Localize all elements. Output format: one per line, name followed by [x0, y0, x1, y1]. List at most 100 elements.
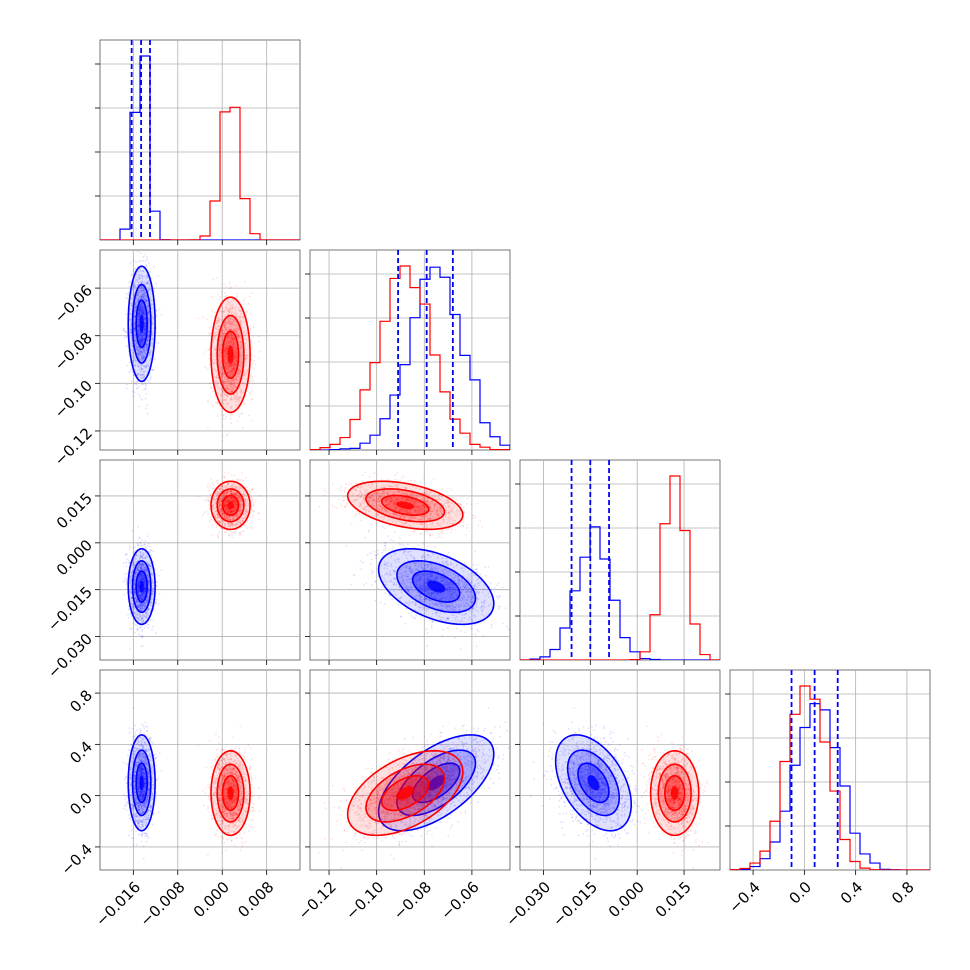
- sample-point: [136, 293, 139, 296]
- sample-point: [230, 308, 233, 310]
- sample-point: [144, 253, 147, 256]
- sample-point: [144, 260, 147, 263]
- sample-point: [142, 314, 145, 316]
- sample-point: [228, 320, 231, 323]
- sample-point: [147, 277, 150, 279]
- sample-point: [152, 323, 154, 325]
- sample-point: [229, 322, 232, 325]
- sample-point: [138, 354, 141, 357]
- sample-point: [134, 357, 137, 360]
- panel-frames: [99, 39, 931, 871]
- sample-point: [235, 352, 238, 355]
- sample-point: [146, 339, 149, 342]
- sample-point: [143, 355, 146, 358]
- sample-point: [212, 339, 215, 341]
- sample-point: [197, 317, 200, 320]
- sample-point: [141, 302, 144, 304]
- sample-point: [251, 375, 254, 378]
- sample-point: [233, 344, 236, 346]
- sample-point: [248, 391, 251, 394]
- sample-point: [125, 364, 128, 367]
- sample-point: [148, 321, 151, 324]
- sample-point: [139, 306, 141, 309]
- sample-point: [228, 335, 231, 338]
- sample-point: [151, 368, 154, 371]
- sample-point: [149, 285, 151, 287]
- sample-point: [140, 368, 143, 371]
- sample-point: [230, 474, 233, 477]
- sample-point: [232, 346, 235, 349]
- sample-point: [226, 388, 228, 390]
- sample-point: [233, 348, 236, 350]
- sample-point: [142, 356, 145, 359]
- sample-point: [250, 359, 253, 361]
- sample-point: [234, 364, 237, 366]
- sample-point: [229, 322, 231, 325]
- sample-point: [223, 321, 226, 324]
- sample-point: [133, 364, 136, 367]
- sample-point: [231, 388, 234, 391]
- sample-point: [226, 389, 228, 392]
- sample-point: [143, 291, 146, 294]
- sample-point: [238, 317, 240, 320]
- sample-point: [214, 376, 217, 379]
- sample-point: [231, 306, 234, 309]
- sample-point: [214, 349, 217, 351]
- sample-point: [139, 334, 142, 336]
- sample-point: [140, 306, 143, 309]
- sample-point: [157, 574, 160, 577]
- sample-point: [233, 356, 236, 359]
- sample-point: [240, 323, 242, 326]
- sample-point: [141, 277, 144, 280]
- sample-point: [141, 351, 144, 353]
- sample-point: [140, 285, 142, 288]
- sample-point: [224, 366, 227, 369]
- sample-point: [154, 568, 157, 571]
- sample-point: [140, 302, 143, 304]
- sample-point: [247, 355, 250, 357]
- sample-point: [236, 295, 238, 298]
- sample-point: [144, 380, 147, 383]
- sample-point: [230, 422, 233, 425]
- sample-point: [139, 396, 142, 398]
- sample-point: [219, 405, 221, 408]
- sample-point: [134, 311, 137, 314]
- sample-point: [235, 393, 238, 395]
- sample-point: [139, 310, 142, 312]
- sample-point: [144, 326, 146, 329]
- sample-point: [252, 326, 255, 329]
- sample-point: [130, 330, 133, 333]
- sample-point: [228, 343, 231, 346]
- sample-point: [147, 335, 150, 338]
- sample-point: [227, 322, 230, 324]
- sample-point: [232, 361, 235, 364]
- sample-point: [147, 317, 150, 320]
- sample-point: [139, 340, 142, 343]
- sample-point: [148, 289, 150, 291]
- sample-point: [142, 338, 145, 340]
- sample-point: [221, 334, 224, 337]
- sample-point: [137, 333, 140, 336]
- sample-point: [142, 337, 145, 340]
- sample-point: [234, 363, 236, 366]
- sample-point: [143, 288, 146, 291]
- sample-point: [144, 299, 147, 302]
- sample-point: [238, 360, 241, 362]
- sample-point: [143, 349, 145, 352]
- sample-point: [148, 551, 151, 553]
- sample-point: [141, 635, 144, 637]
- sample-point: [141, 347, 144, 350]
- sample-point: [229, 418, 232, 420]
- sample-point: [130, 343, 133, 345]
- sample-point: [225, 350, 228, 353]
- sample-point: [142, 295, 145, 298]
- sample-point: [139, 339, 142, 341]
- sample-point: [225, 345, 228, 348]
- sample-point: [137, 354, 140, 356]
- sample-point: [133, 335, 136, 337]
- sample-point: [138, 310, 141, 313]
- sample-point: [134, 303, 137, 305]
- sample-point: [141, 336, 144, 339]
- sample-point: [146, 545, 149, 547]
- sample-point: [233, 341, 235, 344]
